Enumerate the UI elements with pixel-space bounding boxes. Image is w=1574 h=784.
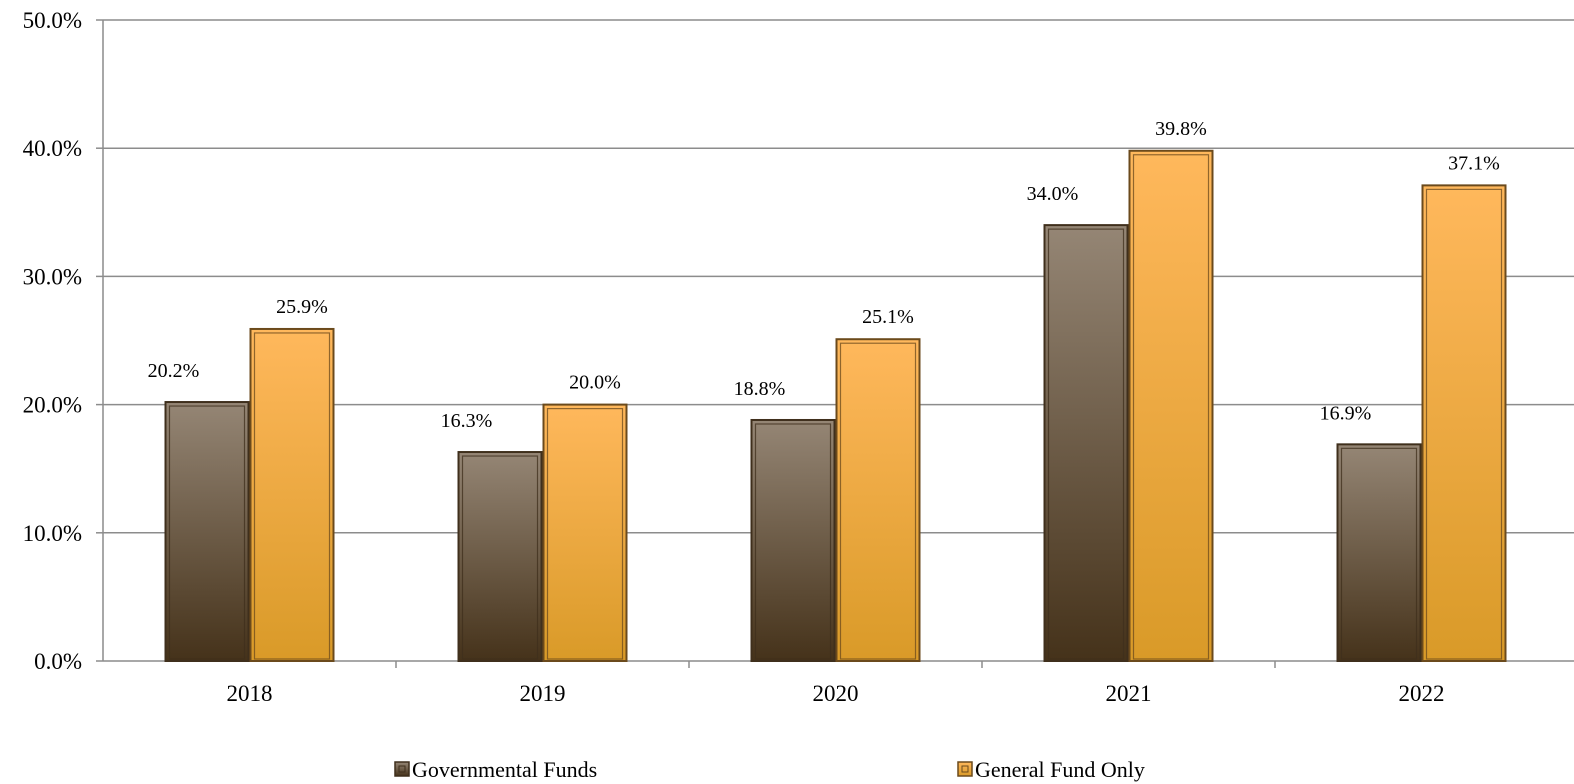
data-label: 20.0% [569,372,621,394]
data-labels: 20.2% 25.9% 16.3% 20.0% 18.8% 25.1% 34.0% 39.8%… [148,118,1500,432]
legend-swatch [394,761,410,777]
bar [249,327,335,662]
y-tick-label: 30.0% [23,264,82,289]
bar [1128,149,1214,662]
bars [164,149,1507,663]
y-tick-label: 0.0% [34,649,82,674]
data-label: 20.2% [148,360,200,382]
bar [1043,224,1129,662]
bar [542,403,628,662]
bar-inner-border [461,455,539,660]
x-tick-label: 2018 [227,681,273,706]
bar [835,338,921,662]
bar-inner-border [839,342,917,660]
data-label: 39.8% [1155,118,1207,140]
legend-label: General Fund Only [975,757,1145,782]
bar-inner-border [253,332,331,660]
data-label: 37.1% [1448,152,1500,174]
x-tick-label: 2021 [1106,681,1152,706]
gridlines [103,19,1574,534]
legend-label: Governmental Funds [412,757,597,782]
y-tick-label: 40.0% [23,136,82,161]
y-tick-label: 50.0% [23,8,82,33]
y-tick-label: 20.0% [23,393,82,418]
bar-inner-border [168,405,246,660]
legend-swatch [957,761,973,777]
bar-inner-border [1047,228,1125,660]
data-label: 34.0% [1027,183,1079,205]
legend-swatch-inner [961,765,969,773]
data-label: 25.1% [862,306,914,328]
bar-inner-border [1340,447,1418,660]
x-tick-label: 2019 [520,681,566,706]
data-label: 18.8% [734,378,786,400]
data-label: 16.3% [441,410,493,432]
x-tick-label: 2020 [813,681,859,706]
bar-inner-border [1132,154,1210,660]
legend-swatch-inner [398,765,406,773]
y-tick-label: 10.0% [23,521,82,546]
data-label: 16.9% [1320,402,1372,424]
data-label: 25.9% [276,296,328,318]
bar [750,418,836,663]
bar-inner-border [546,408,624,660]
bar-inner-border [754,423,832,660]
bar-inner-border [1425,188,1503,660]
bar [1336,443,1422,663]
bar [457,451,543,662]
x-tick-label: 2022 [1399,681,1445,706]
bar [164,401,250,662]
bar [1421,184,1507,663]
legend: Governmental Funds General Fund Only [394,757,1145,782]
